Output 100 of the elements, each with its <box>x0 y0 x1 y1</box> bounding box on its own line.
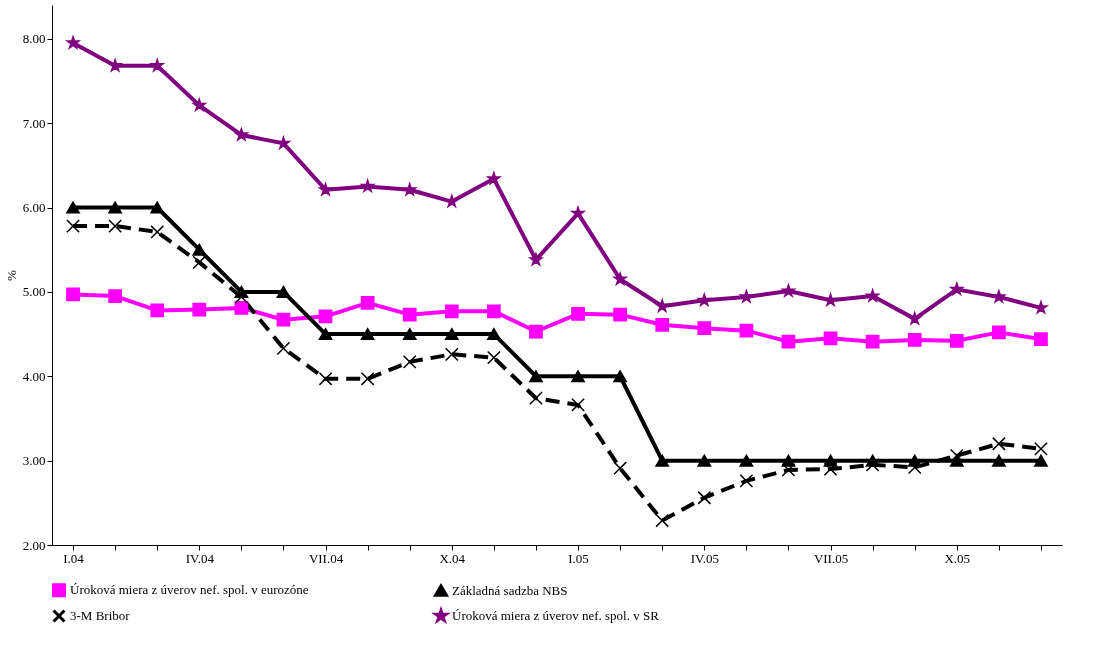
point <box>234 290 249 304</box>
point <box>697 321 712 336</box>
point <box>655 299 669 312</box>
point <box>613 307 627 322</box>
y-tick-label: 5.00 <box>22 284 46 300</box>
point <box>781 284 796 297</box>
point <box>1034 454 1048 467</box>
point <box>150 58 164 72</box>
point <box>865 457 880 472</box>
point <box>950 282 964 296</box>
point <box>318 328 333 341</box>
point <box>949 333 964 348</box>
point <box>529 370 543 383</box>
point <box>697 293 711 307</box>
point <box>781 334 796 349</box>
point <box>445 194 459 208</box>
point <box>613 461 627 476</box>
point <box>402 307 417 322</box>
legend-label: 3-M Bribor <box>70 608 131 623</box>
point <box>949 454 964 467</box>
point <box>571 398 585 412</box>
point <box>276 312 291 327</box>
point <box>66 287 80 302</box>
y-tick-label: 2.00 <box>22 537 46 553</box>
point <box>360 295 375 310</box>
point <box>276 136 291 150</box>
point <box>487 350 501 365</box>
point <box>192 302 207 317</box>
point <box>655 513 670 528</box>
point <box>529 252 543 266</box>
point <box>571 370 585 383</box>
point <box>1034 441 1048 456</box>
y-tick-label: 6.00 <box>22 200 46 215</box>
point <box>192 243 207 256</box>
x-tick-label: IV.04 <box>185 550 215 566</box>
point <box>907 333 922 347</box>
x-tick-label: X.04 <box>439 550 466 566</box>
point <box>655 454 670 467</box>
point <box>403 182 417 196</box>
point <box>402 328 417 341</box>
y-tick-label: 3.00 <box>22 453 46 469</box>
point <box>1034 301 1048 314</box>
x-tick-label: I.04 <box>63 550 85 566</box>
point <box>529 324 543 339</box>
point <box>276 285 291 298</box>
point <box>444 347 459 362</box>
point <box>908 312 922 325</box>
point <box>992 454 1006 467</box>
point <box>66 219 80 233</box>
point <box>444 328 459 341</box>
point <box>487 328 501 341</box>
point <box>150 201 165 214</box>
point <box>992 290 1006 303</box>
point <box>487 304 501 319</box>
point <box>823 331 838 346</box>
point <box>108 58 122 72</box>
point <box>108 201 122 214</box>
point <box>108 289 122 303</box>
point <box>150 303 165 318</box>
point <box>66 36 80 49</box>
x-tick-label: IV.05 <box>690 550 719 566</box>
point <box>866 289 880 302</box>
point <box>613 272 627 285</box>
point <box>487 171 501 185</box>
point <box>361 179 375 193</box>
point <box>234 128 248 141</box>
point <box>571 306 585 321</box>
x-tick-label: VII.05 <box>813 550 849 566</box>
y-tick-label: 4.00 <box>22 368 46 384</box>
point <box>571 206 585 220</box>
point <box>865 334 880 349</box>
point <box>360 371 375 386</box>
point <box>823 293 838 307</box>
point <box>739 474 754 488</box>
point <box>613 370 627 383</box>
point <box>907 460 922 475</box>
point <box>697 490 712 505</box>
point <box>192 98 206 112</box>
point <box>739 454 754 467</box>
x-tick-label: VII.04 <box>308 550 344 566</box>
point <box>276 341 291 356</box>
point <box>781 463 796 477</box>
y-tick-label: 8.00 <box>22 31 46 47</box>
x-tick-label: X.05 <box>944 550 971 566</box>
point <box>697 454 712 467</box>
point <box>655 317 670 332</box>
point <box>318 182 333 196</box>
x-tick-label: I.05 <box>568 550 589 566</box>
point <box>150 225 165 239</box>
point <box>739 323 754 338</box>
y-axis-title: % <box>3 269 19 281</box>
point <box>992 436 1006 451</box>
point <box>781 454 796 467</box>
legend-label: Úroková miera z úverov nef. spol. v eurozóne <box>70 582 309 598</box>
point <box>318 371 333 386</box>
point <box>739 290 753 303</box>
y-tick-label: 7.00 <box>22 115 46 131</box>
point <box>823 462 838 476</box>
point <box>444 304 459 319</box>
point <box>992 325 1006 340</box>
